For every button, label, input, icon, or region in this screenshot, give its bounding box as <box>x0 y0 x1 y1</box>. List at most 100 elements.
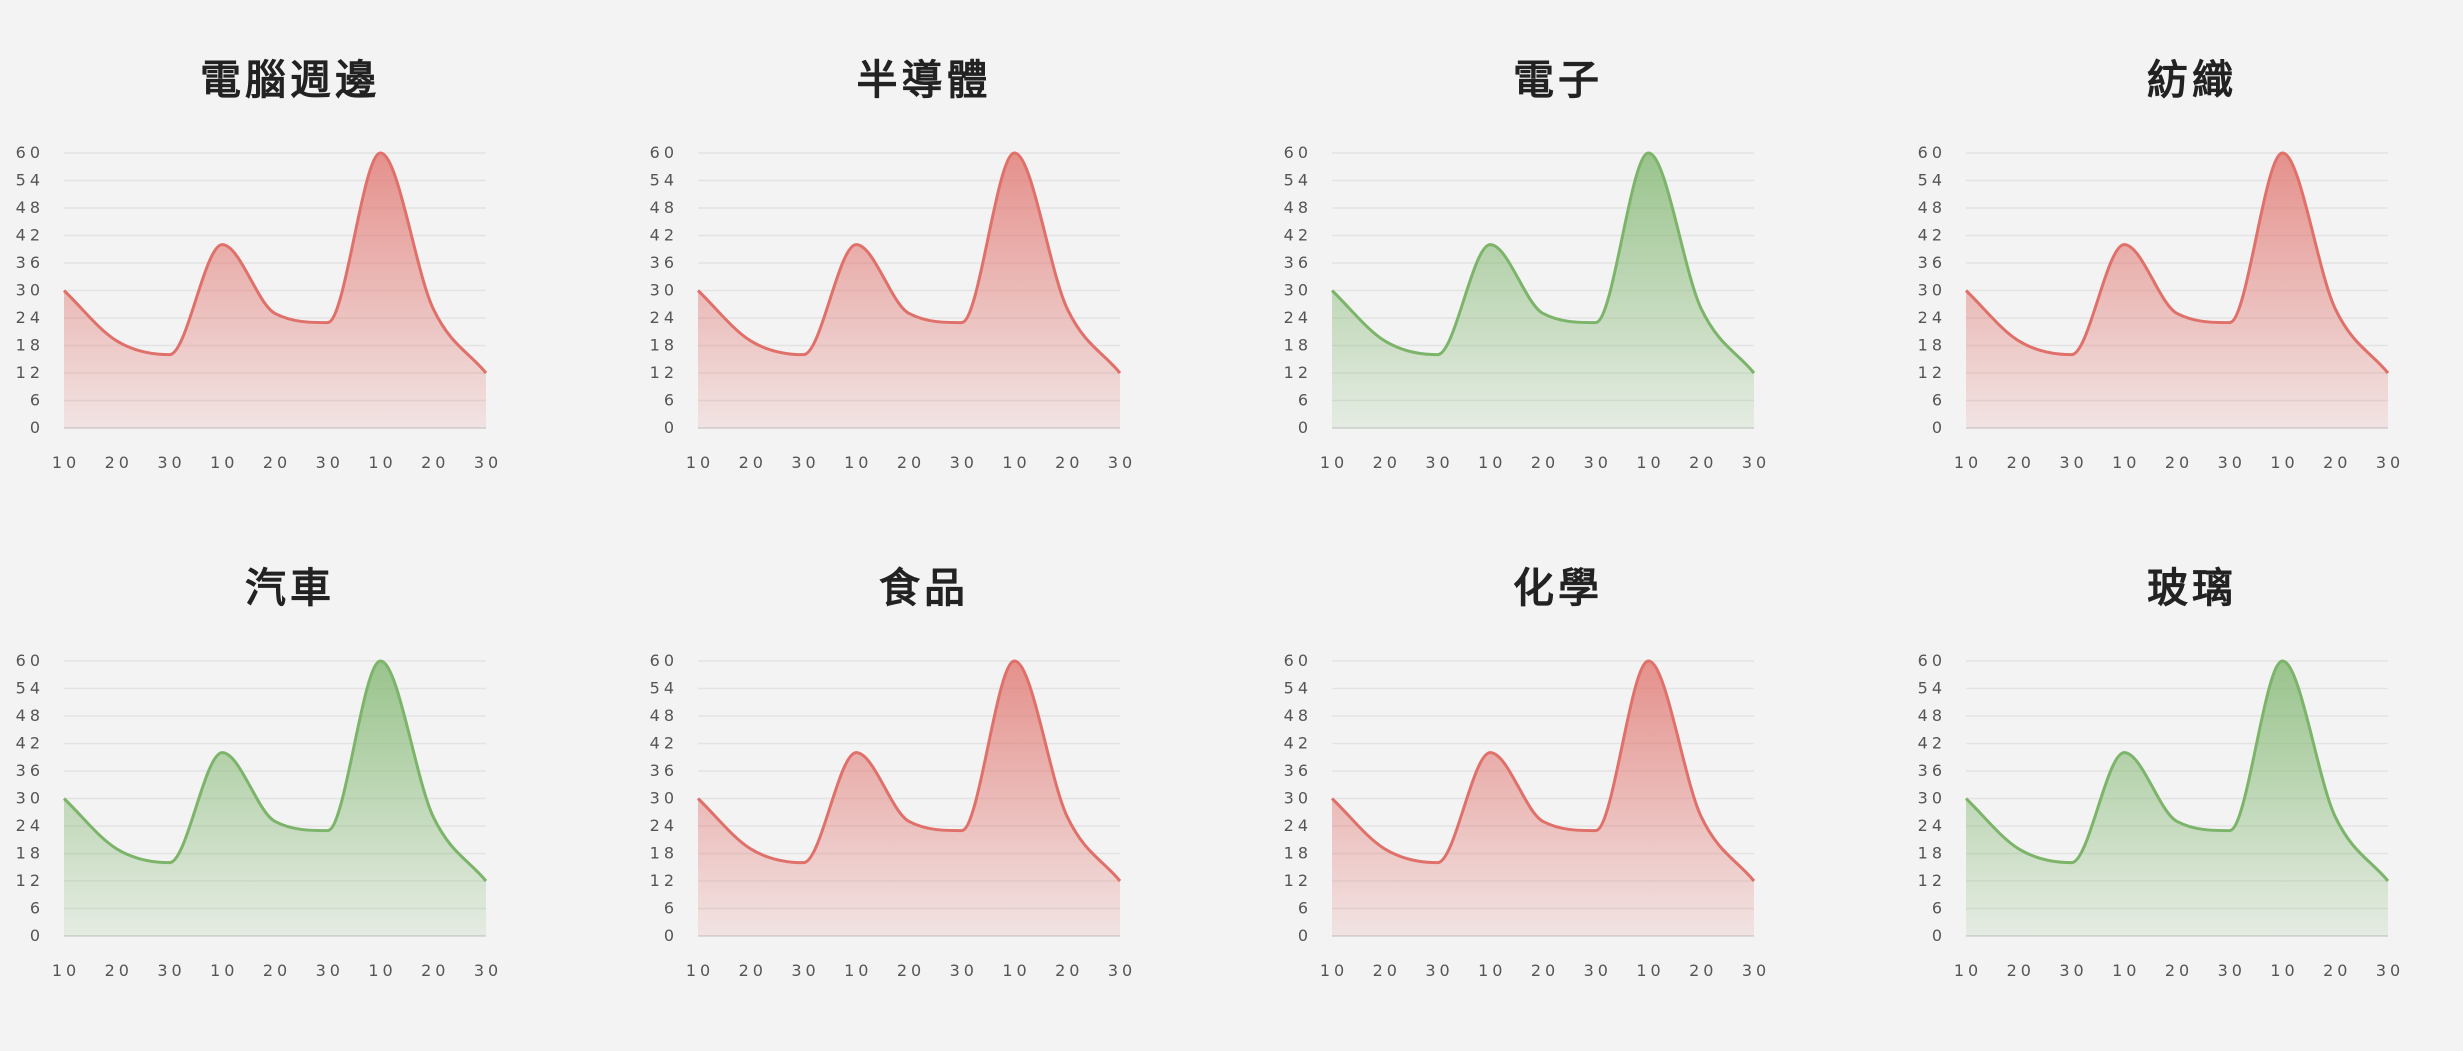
data-point <box>2332 814 2338 820</box>
data-point <box>272 818 278 824</box>
y-tick-label: 24 <box>1284 308 1312 327</box>
x-tick-label: 20 <box>1055 453 1083 472</box>
series-line <box>62 659 488 882</box>
x-tick-label: 30 <box>2059 961 2087 980</box>
x-tick-label: 20 <box>421 961 449 980</box>
x-tick-label: 30 <box>316 453 344 472</box>
y-tick-label: 30 <box>1284 789 1312 808</box>
y-tick-label: 6 <box>1932 899 1946 918</box>
x-tick-label: 30 <box>791 453 819 472</box>
y-tick-label: 54 <box>1284 171 1312 190</box>
chart-panel: 食品 0 6 12 18 24 30 36 42 48 54 60 10 20 30 10 20 30 10 20 3… <box>634 508 1194 998</box>
x-tick-label: 20 <box>2007 961 2035 980</box>
x-tick-label: 10 <box>368 453 396 472</box>
y-tick-label: 18 <box>650 844 678 863</box>
data-point <box>1593 320 1599 326</box>
data-point <box>1540 818 1546 824</box>
y-tick-label: 6 <box>30 391 44 410</box>
data-point <box>801 352 807 358</box>
x-tick-label: 20 <box>1531 453 1559 472</box>
y-tick-label: 36 <box>650 253 678 272</box>
x-tick-label: 20 <box>2323 961 2351 980</box>
x-tick-label: 30 <box>1108 453 1136 472</box>
data-point <box>114 846 120 852</box>
x-tick-label: 30 <box>1584 453 1612 472</box>
data-point <box>483 878 489 884</box>
x-tick-label: 10 <box>844 453 872 472</box>
y-tick-label: 0 <box>1932 418 1946 437</box>
data-point <box>1540 310 1546 316</box>
x-tick-label: 30 <box>2218 961 2246 980</box>
data-point <box>272 310 278 316</box>
x-tick-label: 20 <box>263 453 291 472</box>
y-tick-label: 0 <box>664 926 678 945</box>
y-tick-label: 12 <box>1284 363 1312 382</box>
y-tick-label: 24 <box>16 816 44 835</box>
data-point <box>2174 818 2180 824</box>
area-chart: 0 6 12 18 24 30 36 42 48 54 60 10 20 30 10 20 30 10 20 30 <box>1918 143 2404 472</box>
x-tick-label: 30 <box>2376 453 2404 472</box>
x-tick-label: 10 <box>2112 961 2140 980</box>
data-point <box>853 242 859 248</box>
data-point <box>1012 658 1018 664</box>
x-tick-label: 20 <box>105 453 133 472</box>
y-tick-label: 6 <box>1932 391 1946 410</box>
x-tick-label: 10 <box>1002 961 1030 980</box>
data-point <box>2121 242 2127 248</box>
data-point <box>483 370 489 376</box>
y-tick-label: 42 <box>16 226 44 245</box>
y-tick-label: 60 <box>1918 143 1946 162</box>
x-tick-label: 10 <box>686 453 714 472</box>
y-tick-label: 30 <box>1918 281 1946 300</box>
data-point <box>1329 796 1335 802</box>
chart-title: 玻璃 <box>2147 564 2237 612</box>
y-tick-label: 48 <box>1284 198 1312 217</box>
y-tick-label: 42 <box>1918 226 1946 245</box>
y-tick-label: 54 <box>1284 679 1312 698</box>
y-tick-label: 24 <box>1918 816 1946 835</box>
data-point <box>61 796 67 802</box>
data-point <box>430 306 436 312</box>
data-point <box>2174 310 2180 316</box>
x-tick-label: 20 <box>1373 961 1401 980</box>
y-tick-label: 48 <box>1918 706 1946 725</box>
y-tick-label: 0 <box>30 926 44 945</box>
data-point <box>1435 860 1441 866</box>
x-tick-label: 10 <box>1478 453 1506 472</box>
y-tick-label: 48 <box>650 706 678 725</box>
y-tick-label: 54 <box>650 679 678 698</box>
y-tick-label: 54 <box>16 679 44 698</box>
x-tick-label: 10 <box>52 453 80 472</box>
data-point <box>748 846 754 852</box>
chart-title: 電腦週邊 <box>200 56 380 104</box>
y-tick-label: 6 <box>30 899 44 918</box>
x-tick-label: 30 <box>474 961 502 980</box>
y-tick-label: 12 <box>1918 871 1946 890</box>
data-point <box>1435 352 1441 358</box>
y-tick-label: 48 <box>650 198 678 217</box>
x-tick-label: 10 <box>1636 961 1664 980</box>
y-tick-label: 36 <box>1284 253 1312 272</box>
y-tick-label: 0 <box>1298 418 1312 437</box>
y-tick-label: 60 <box>650 143 678 162</box>
chart-panel: 電子 0 6 12 18 24 30 36 42 48 54 60 10 20 30 10 20 30 10 20 3… <box>1268 0 1828 490</box>
data-point <box>1646 658 1652 664</box>
y-tick-label: 60 <box>1284 143 1312 162</box>
x-tick-label: 30 <box>316 961 344 980</box>
y-tick-label: 30 <box>650 281 678 300</box>
y-tick-label: 18 <box>16 336 44 355</box>
data-point <box>853 750 859 756</box>
area-chart: 0 6 12 18 24 30 36 42 48 54 60 10 20 30 10 20 30 10 20 30 <box>1284 143 1767 472</box>
y-tick-label: 0 <box>664 418 678 437</box>
data-point <box>1963 796 1969 802</box>
y-tick-label: 24 <box>1918 308 1946 327</box>
y-tick-label: 12 <box>1284 871 1312 890</box>
x-tick-label: 20 <box>1689 961 1717 980</box>
x-tick-label: 20 <box>421 453 449 472</box>
y-tick-label: 54 <box>1918 679 1946 698</box>
y-tick-label: 18 <box>16 844 44 863</box>
chart-panel: 汽車 0 6 12 18 24 30 36 42 48 54 60 10 20 30 10 20 30 10 20 3… <box>0 508 560 998</box>
chart-title: 紡織 <box>2147 56 2237 104</box>
data-point <box>1963 288 1969 294</box>
y-tick-label: 12 <box>1918 363 1946 382</box>
